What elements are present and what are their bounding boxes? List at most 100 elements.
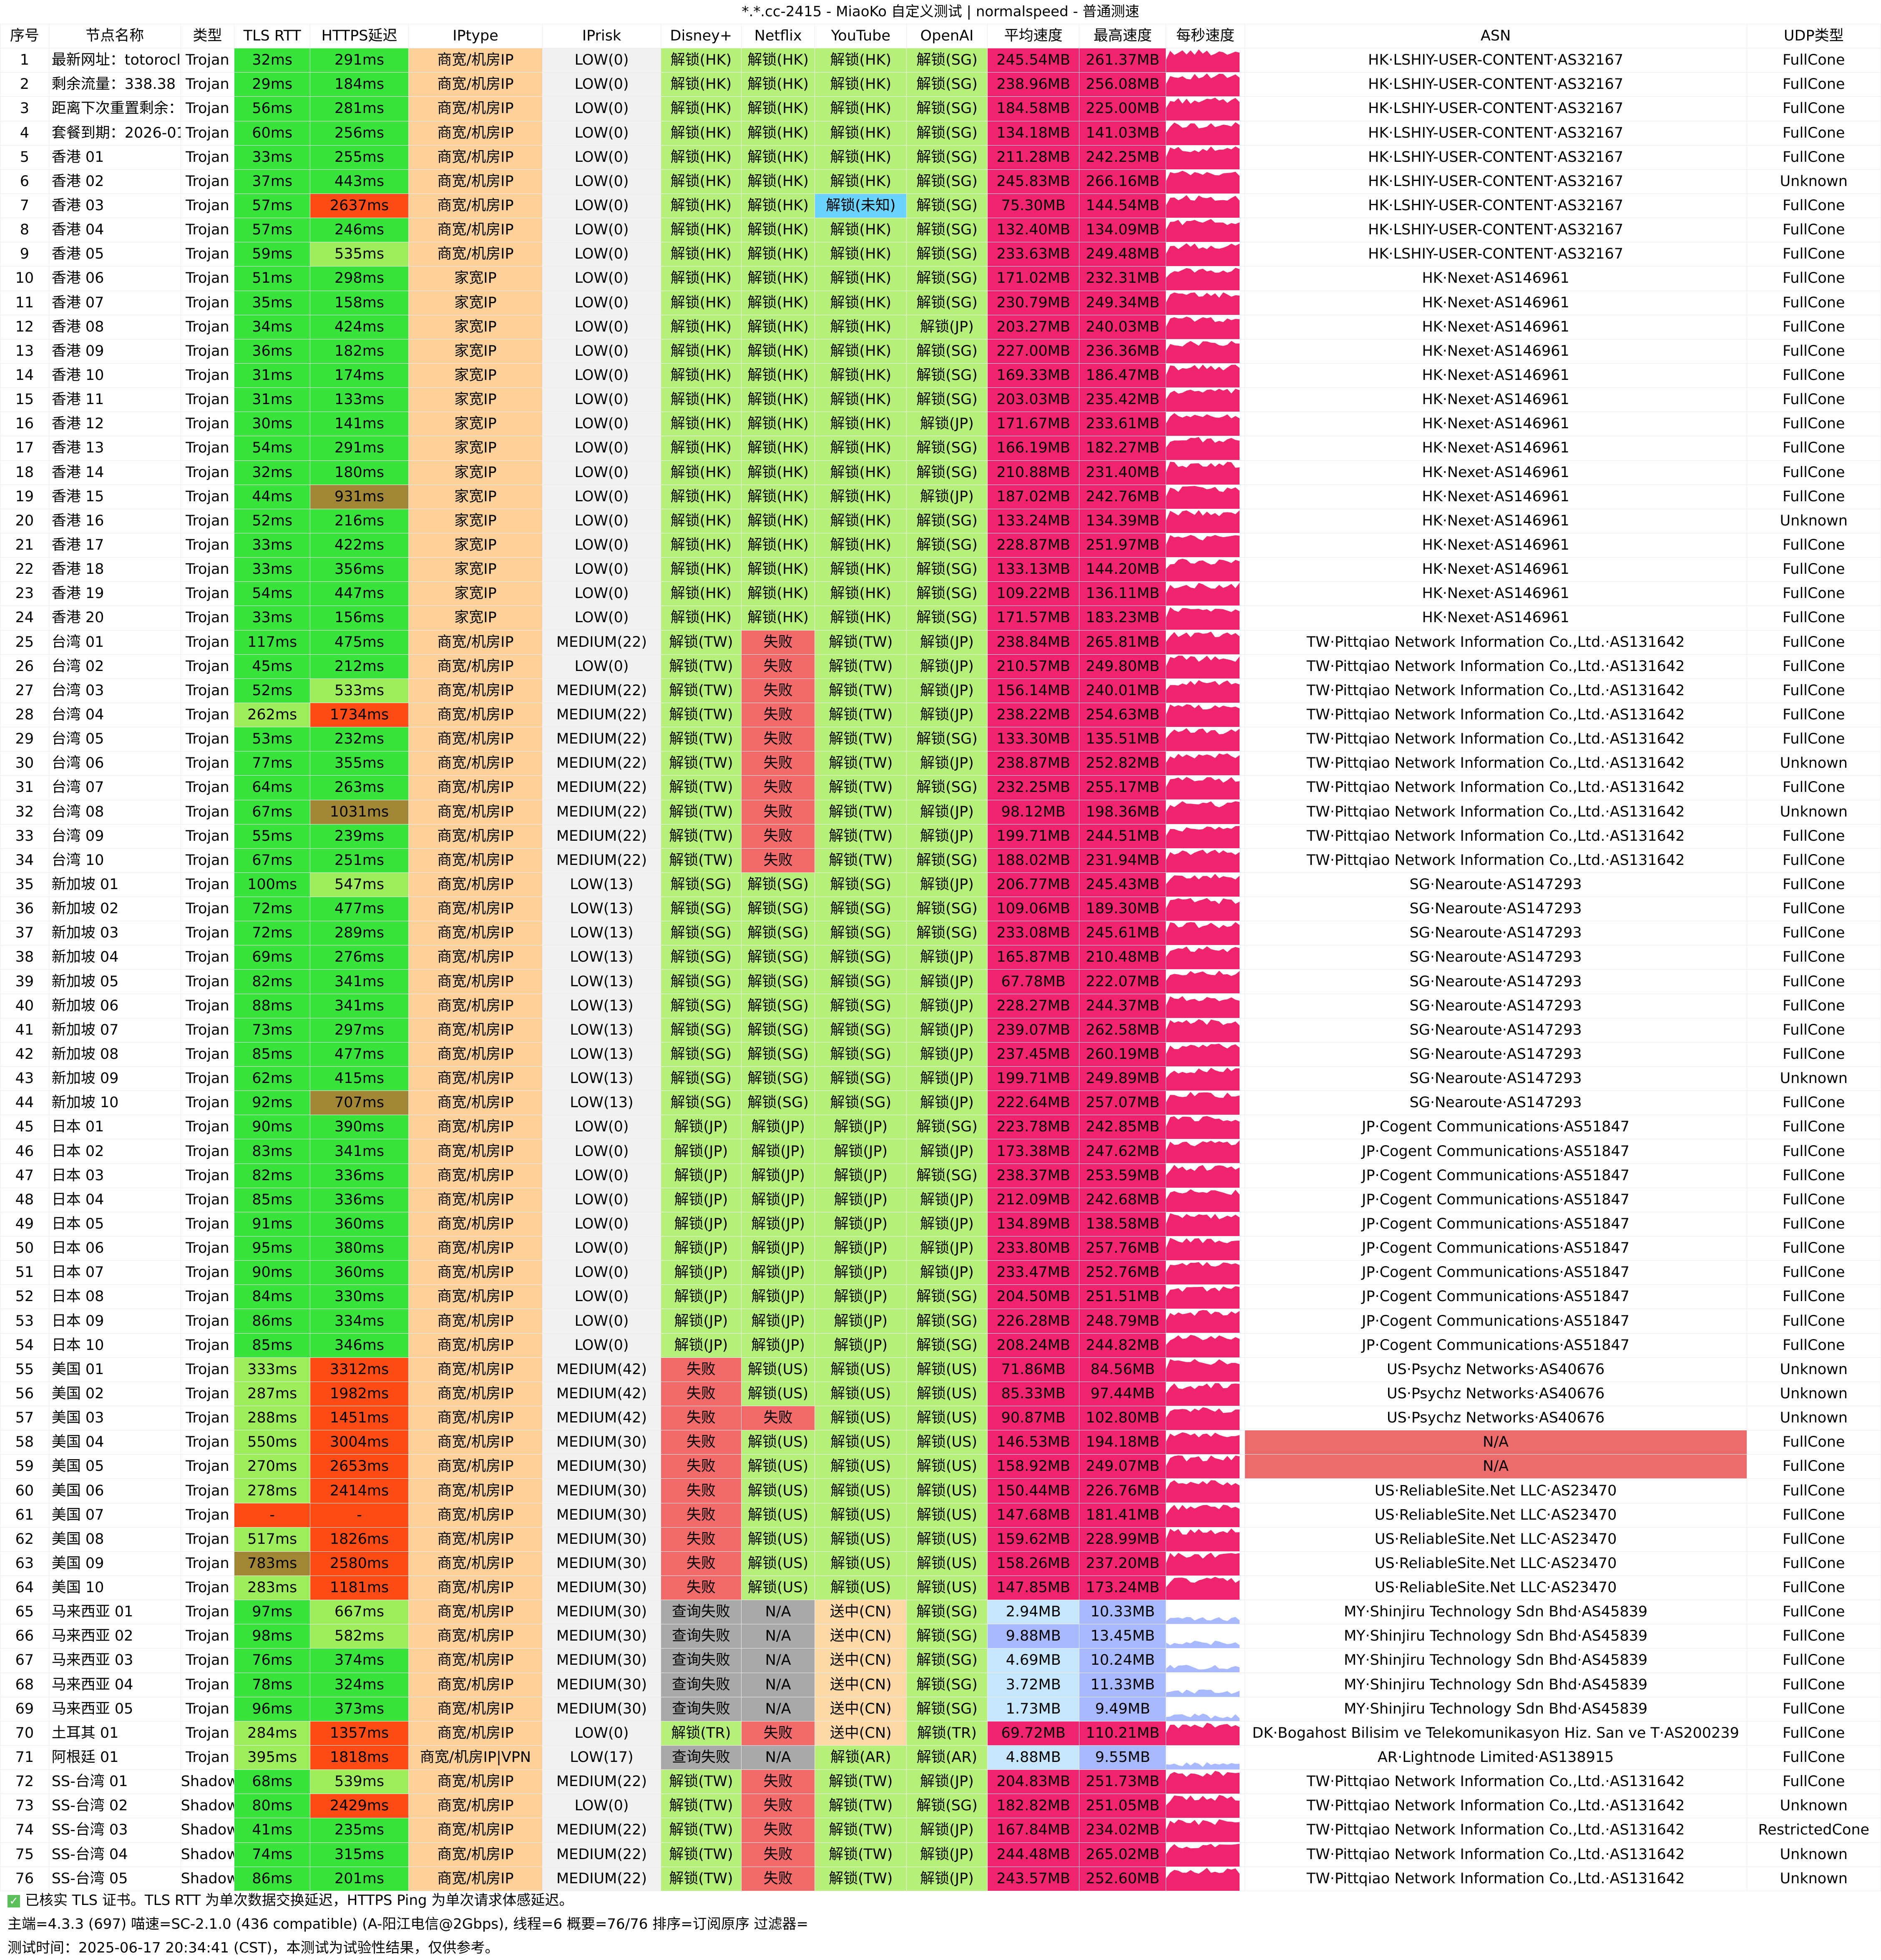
table-row[interactable]: 37 新加坡 03 Trojan 72ms 289ms 商宽/机房IP LOW(13) 解锁(… [0, 921, 1881, 946]
table-row[interactable]: 30 台湾 06 Trojan 77ms 355ms 商宽/机房IP MEDIUM(22) 解… [0, 751, 1881, 776]
col-index[interactable]: 序号 [0, 23, 49, 49]
table-row[interactable]: 41 新加坡 07 Trojan 73ms 297ms 商宽/机房IP LOW(13) 解锁(… [0, 1018, 1881, 1043]
col-tls-rtt[interactable]: TLS RTT [234, 23, 311, 49]
table-row[interactable]: 27 台湾 03 Trojan 52ms 533ms 商宽/机房IP MEDIUM(22) 解… [0, 678, 1881, 703]
per-second-speed-graph [1166, 437, 1240, 460]
col-openai[interactable]: OpenAI [906, 23, 988, 49]
table-row[interactable]: 50 日本 06 Trojan 95ms 380ms 商宽/机房IP LOW(0) 解锁(JP… [0, 1236, 1881, 1261]
table-row[interactable]: 60 美国 06 Trojan 278ms 2414ms 商宽/机房IP MEDIUM(30… [0, 1478, 1881, 1503]
table-row[interactable]: 9 香港 05 Trojan 59ms 535ms 商宽/机房IP LOW(0) 解锁(HK)… [0, 242, 1881, 267]
table-row[interactable]: 67 马来西亚 03 Trojan 76ms 374ms 商宽/机房IP MEDIUM(30… [0, 1648, 1881, 1673]
table-row[interactable]: 48 日本 04 Trojan 85ms 336ms 商宽/机房IP LOW(0) 解锁(JP… [0, 1187, 1881, 1212]
table-row[interactable]: 54 日本 10 Trojan 85ms 346ms 商宽/机房IP LOW(0) 解锁(JP… [0, 1333, 1881, 1358]
table-row[interactable]: 42 新加坡 08 Trojan 85ms 477ms 商宽/机房IP LOW(13) 解锁(… [0, 1042, 1881, 1067]
table-row[interactable]: 8 香港 04 Trojan 57ms 246ms 商宽/机房IP LOW(0) 解锁(HK)… [0, 218, 1881, 243]
table-row[interactable]: 28 台湾 04 Trojan 262ms 1734ms 商宽/机房IP MEDIUM(22… [0, 702, 1881, 728]
table-row[interactable]: 32 台湾 08 Trojan 67ms 1031ms 商宽/机房IP MEDIUM(22)… [0, 799, 1881, 824]
col-iprisk[interactable]: IPrisk [542, 23, 661, 49]
table-row[interactable]: 1最新网址：totorocloud.netTrojan32ms291ms商宽/机… [0, 48, 1881, 73]
col-udp-type[interactable]: UDP类型 [1746, 23, 1881, 49]
table-row[interactable]: 65 马来西亚 01 Trojan 97ms 667ms 商宽/机房IP MEDIUM(30… [0, 1600, 1881, 1625]
table-row[interactable]: 44 新加坡 10 Trojan 92ms 707ms 商宽/机房IP LOW(13) 解锁(… [0, 1091, 1881, 1116]
table-row[interactable]: 16 香港 12 Trojan 30ms 141ms 家宽IP LOW(0) 解锁(HK) 解锁… [0, 412, 1881, 437]
table-row[interactable]: 34 台湾 10 Trojan 67ms 251ms 商宽/机房IP MEDIUM(22) 解… [0, 848, 1881, 873]
table-row[interactable]: 58 美国 04 Trojan 550ms 3004ms 商宽/机房IP MEDIUM(30… [0, 1430, 1881, 1455]
col-per-second-speed[interactable]: 每秒速度 [1166, 23, 1245, 49]
table-row[interactable]: 68 马来西亚 04 Trojan 78ms 324ms 商宽/机房IP MEDIUM(30… [0, 1672, 1881, 1697]
col-asn[interactable]: ASN [1244, 23, 1747, 49]
cell-asn: JP·Cogent Communications·AS51847 [1244, 1309, 1747, 1334]
table-row[interactable]: 59 美国 05 Trojan 270ms 2653ms 商宽/机房IP MEDIUM(30… [0, 1454, 1881, 1479]
table-row[interactable]: 31 台湾 07 Trojan 64ms 263ms 商宽/机房IP MEDIUM(22) 解… [0, 775, 1881, 800]
col-max-speed[interactable]: 最高速度 [1079, 23, 1167, 49]
col-disney[interactable]: Disney+ [660, 23, 742, 49]
table-row[interactable]: 14 香港 10 Trojan 31ms 174ms 家宽IP LOW(0) 解锁(HK) 解锁… [0, 363, 1881, 388]
cell-index: 36 [0, 897, 49, 922]
table-row[interactable]: 46 日本 02 Trojan 83ms 341ms 商宽/机房IP LOW(0) 解锁(JP… [0, 1139, 1881, 1164]
table-row[interactable]: 56 美国 02 Trojan 287ms 1982ms 商宽/机房IP MEDIUM(42… [0, 1381, 1881, 1407]
table-row[interactable]: 63 美国 09 Trojan 783ms 2580ms 商宽/机房IP MEDIUM(30… [0, 1551, 1881, 1576]
col-node-name[interactable]: 节点名称 [48, 23, 181, 49]
table-row[interactable]: 19 香港 15 Trojan 44ms 931ms 家宽IP LOW(0) 解锁(HK) 解锁… [0, 484, 1881, 509]
table-row[interactable]: 38 新加坡 04 Trojan 69ms 276ms 商宽/机房IP LOW(13) 解锁(… [0, 945, 1881, 970]
table-row[interactable]: 23 香港 19 Trojan 54ms 447ms 家宽IP LOW(0) 解锁(HK) 解锁… [0, 581, 1881, 606]
table-row[interactable]: 35 新加坡 01 Trojan 100ms 547ms 商宽/机房IP LOW(13) 解锁… [0, 872, 1881, 897]
table-row[interactable]: 11 香港 07 Trojan 35ms 158ms 家宽IP LOW(0) 解锁(HK) 解锁… [0, 290, 1881, 315]
col-avg-speed[interactable]: 平均速度 [987, 23, 1080, 49]
table-row[interactable]: 33 台湾 09 Trojan 55ms 239ms 商宽/机房IP MEDIUM(22) 解… [0, 824, 1881, 849]
table-row[interactable]: 45 日本 01 Trojan 90ms 390ms 商宽/机房IP LOW(0) 解锁(JP… [0, 1115, 1881, 1140]
table-row[interactable]: 25 台湾 01 Trojan 117ms 475ms 商宽/机房IP MEDIUM(22)… [0, 630, 1881, 655]
table-row[interactable]: 39 新加坡 05 Trojan 82ms 341ms 商宽/机房IP LOW(13) 解锁(… [0, 969, 1881, 994]
table-row[interactable]: 29 台湾 05 Trojan 53ms 232ms 商宽/机房IP MEDIUM(22) 解… [0, 727, 1881, 752]
table-row[interactable]: 5 香港 01 Trojan 33ms 255ms 商宽/机房IP LOW(0) 解锁(HK)… [0, 145, 1881, 170]
table-row[interactable]: 7 香港 03 Trojan 57ms 2637ms 商宽/机房IP LOW(0) 解锁(HK… [0, 193, 1881, 219]
table-row[interactable]: 12 香港 08 Trojan 34ms 424ms 家宽IP LOW(0) 解锁(HK) 解锁… [0, 314, 1881, 339]
col-youtube[interactable]: YouTube [815, 23, 907, 49]
table-row[interactable]: 24 香港 20 Trojan 33ms 156ms 家宽IP LOW(0) 解锁(HK) 解锁… [0, 606, 1881, 631]
table-row[interactable]: 6 香港 02 Trojan 37ms 443ms 商宽/机房IP LOW(0) 解锁(HK)… [0, 169, 1881, 194]
table-row[interactable]: 13 香港 09 Trojan 36ms 182ms 家宽IP LOW(0) 解锁(HK) 解锁… [0, 339, 1881, 364]
table-row[interactable]: 61 美国 07 Trojan - - 商宽/机房IP MEDIUM(30) 失败 解锁(US)… [0, 1503, 1881, 1528]
table-row[interactable]: 15 香港 11 Trojan 31ms 133ms 家宽IP LOW(0) 解锁(HK) 解锁… [0, 387, 1881, 412]
table-row[interactable]: 26 台湾 02 Trojan 45ms 212ms 商宽/机房IP LOW(0) 解锁(TW… [0, 654, 1881, 679]
table-row[interactable]: 43 新加坡 09 Trojan 62ms 415ms 商宽/机房IP LOW(13) 解锁(… [0, 1066, 1881, 1091]
table-row[interactable]: 69 马来西亚 05 Trojan 96ms 373ms 商宽/机房IP MEDIUM(30… [0, 1696, 1881, 1721]
cell-https-latency: 2429ms [310, 1794, 409, 1819]
table-row[interactable]: 62 美国 08 Trojan 517ms 1826ms 商宽/机房IP MEDIUM(30… [0, 1527, 1881, 1552]
table-row[interactable]: 17 香港 13 Trojan 54ms 291ms 家宽IP LOW(0) 解锁(HK) 解锁… [0, 436, 1881, 461]
table-row[interactable]: 18 香港 14 Trojan 32ms 180ms 家宽IP LOW(0) 解锁(HK) 解锁… [0, 460, 1881, 485]
table-row[interactable]: 10 香港 06 Trojan 51ms 298ms 家宽IP LOW(0) 解锁(HK) 解锁… [0, 266, 1881, 291]
col-netflix[interactable]: Netflix [741, 23, 815, 49]
cell-https-latency: 443ms [310, 169, 409, 194]
cell-type: Trojan [180, 1018, 235, 1043]
table-row[interactable]: 53 日本 09 Trojan 86ms 334ms 商宽/机房IP LOW(0) 解锁(JP… [0, 1309, 1881, 1334]
col-iptype[interactable]: IPtype [408, 23, 543, 49]
table-row[interactable]: 4套餐到期：2026-01-07Trojan60ms256ms商宽/机房IPLO… [0, 121, 1881, 146]
table-row[interactable]: 52 日本 08 Trojan 84ms 330ms 商宽/机房IP LOW(0) 解锁(JP… [0, 1284, 1881, 1309]
table-row[interactable]: 40 新加坡 06 Trojan 88ms 341ms 商宽/机房IP LOW(13) 解锁(… [0, 993, 1881, 1018]
col-https-latency[interactable]: HTTPS延迟 [310, 23, 409, 49]
per-second-speed-graph [1166, 146, 1240, 169]
table-row[interactable]: 57 美国 03 Trojan 288ms 1451ms 商宽/机房IP MEDIUM(42… [0, 1406, 1881, 1431]
table-row[interactable]: 36 新加坡 02 Trojan 72ms 477ms 商宽/机房IP LOW(13) 解锁(… [0, 897, 1881, 922]
cell-disney: 解锁(HK) [660, 460, 742, 485]
table-row[interactable]: 64 美国 10 Trojan 283ms 1181ms 商宽/机房IP MEDIUM(30… [0, 1575, 1881, 1601]
table-row[interactable]: 20 香港 16 Trojan 52ms 216ms 家宽IP LOW(0) 解锁(HK) 解锁… [0, 508, 1881, 533]
table-row[interactable]: 66 马来西亚 02 Trojan 98ms 582ms 商宽/机房IP MEDIUM(30… [0, 1624, 1881, 1649]
col-type[interactable]: 类型 [180, 23, 235, 49]
table-row[interactable]: 21 香港 17 Trojan 33ms 422ms 家宽IP LOW(0) 解锁(HK) 解锁… [0, 533, 1881, 558]
table-row[interactable]: 47 日本 03 Trojan 82ms 336ms 商宽/机房IP LOW(0) 解锁(JP… [0, 1163, 1881, 1188]
table-row[interactable]: 71 阿根廷 01 Trojan 395ms 1818ms 商宽/机房IP|VPN LOW(… [0, 1745, 1881, 1770]
table-row[interactable]: 49 日本 05 Trojan 91ms 360ms 商宽/机房IP LOW(0) 解锁(JP… [0, 1211, 1881, 1237]
table-row[interactable]: 22 香港 18 Trojan 33ms 356ms 家宽IP LOW(0) 解锁(HK) 解锁… [0, 557, 1881, 582]
table-row[interactable]: 55 美国 01 Trojan 333ms 3312ms 商宽/机房IP MEDIUM(42… [0, 1357, 1881, 1382]
table-row[interactable]: 70 土耳其 01 Trojan 284ms 1357ms 商宽/机房IP LOW(0) 解锁… [0, 1721, 1881, 1746]
table-row[interactable]: 51 日本 07 Trojan 90ms 360ms 商宽/机房IP LOW(0) 解锁(JP… [0, 1260, 1881, 1285]
